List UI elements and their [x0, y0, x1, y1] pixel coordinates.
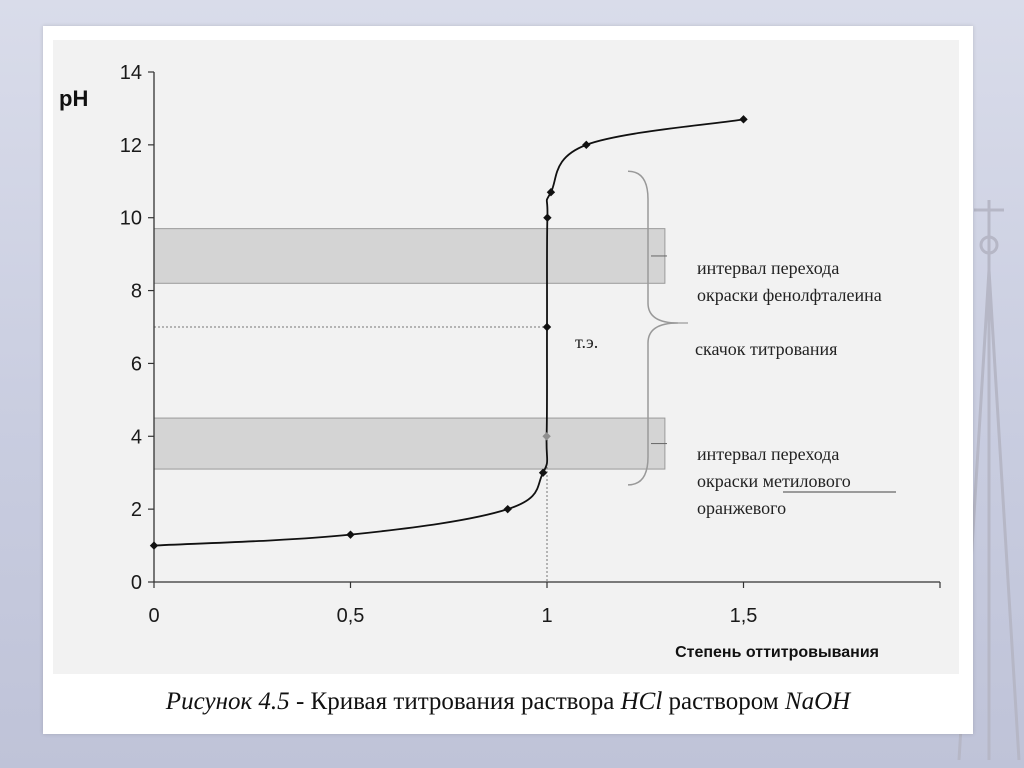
- background-decoration: [957, 200, 1021, 760]
- data-point-marker: [538, 468, 548, 477]
- titration-curve: [149, 115, 748, 550]
- data-point-marker: [542, 322, 552, 332]
- indicator-band-2: [153, 417, 666, 470]
- data-point-marker: [346, 530, 355, 539]
- y-tick-label: 4: [131, 426, 142, 448]
- data-point-marker: [149, 541, 159, 550]
- caption-text-2: раствором: [662, 688, 785, 715]
- titration-curve-line: [153, 118, 744, 547]
- data-point-marker: [543, 213, 552, 222]
- y-tick-label: 6: [131, 353, 142, 375]
- x-axis-title: Степень оттитровывания: [675, 644, 879, 661]
- annotations: т.э. скачок титрования интервал перехода ок…: [575, 170, 896, 518]
- band-label-line: интервал перехода: [697, 444, 839, 464]
- data-point-marker: [739, 115, 748, 124]
- guide-lines: [154, 326, 548, 582]
- caption-base: NaOH: [784, 688, 851, 715]
- data-point-marker: [582, 140, 591, 150]
- x-tick-label: 0: [148, 605, 159, 627]
- figure-caption: Рисунок 4.5 - Кривая титрования раствора…: [43, 688, 973, 716]
- caption-separator: -: [289, 688, 311, 715]
- x-tick-label: 1: [541, 605, 552, 627]
- equivalence-point-label: т.э.: [575, 332, 598, 352]
- titration-chart: 0 0,5 1 1,5 0 2 4 6 8 10 12 14 pH Степень оттитровыва…: [59, 62, 941, 661]
- caption-label: Рисунок 4.5: [165, 688, 290, 715]
- band-label-line: окраски фенолфталеина: [697, 285, 882, 305]
- y-tick-label: 8: [131, 281, 142, 303]
- titration-jump-label: скачок титрования: [695, 339, 837, 359]
- indicator-band-1: [153, 228, 666, 284]
- indicator-bands: [153, 228, 666, 470]
- y-tick-label: 14: [120, 62, 142, 84]
- caption-text-1: Кривая титрования раствора: [310, 688, 621, 715]
- y-tick-label: 10: [120, 208, 142, 230]
- slide-card: 0 0,5 1 1,5 0 2 4 6 8 10 12 14 pH Степень оттитровыва…: [43, 26, 973, 734]
- x-tick-label: 0,5: [337, 605, 365, 627]
- y-tick-label: 2: [131, 499, 142, 521]
- caption-acid: HCl: [620, 688, 663, 715]
- y-tick-label: 0: [131, 572, 142, 594]
- x-tick-label: 1,5: [730, 605, 758, 627]
- chart-axes: 0 0,5 1 1,5 0 2 4 6 8 10 12 14 pH Степень оттитровыва…: [59, 62, 941, 661]
- figure-panel: 0 0,5 1 1,5 0 2 4 6 8 10 12 14 pH Степень оттитровыва…: [53, 40, 959, 674]
- y-axis-title: pH: [59, 86, 88, 111]
- band-label-line: интервал перехода: [697, 258, 839, 278]
- data-point-marker: [503, 504, 512, 514]
- y-tick-label: 12: [120, 135, 142, 157]
- band-label-line: оранжевого: [697, 498, 786, 518]
- band-label-line: окраски метилового: [697, 471, 851, 491]
- data-point-marker: [546, 188, 556, 197]
